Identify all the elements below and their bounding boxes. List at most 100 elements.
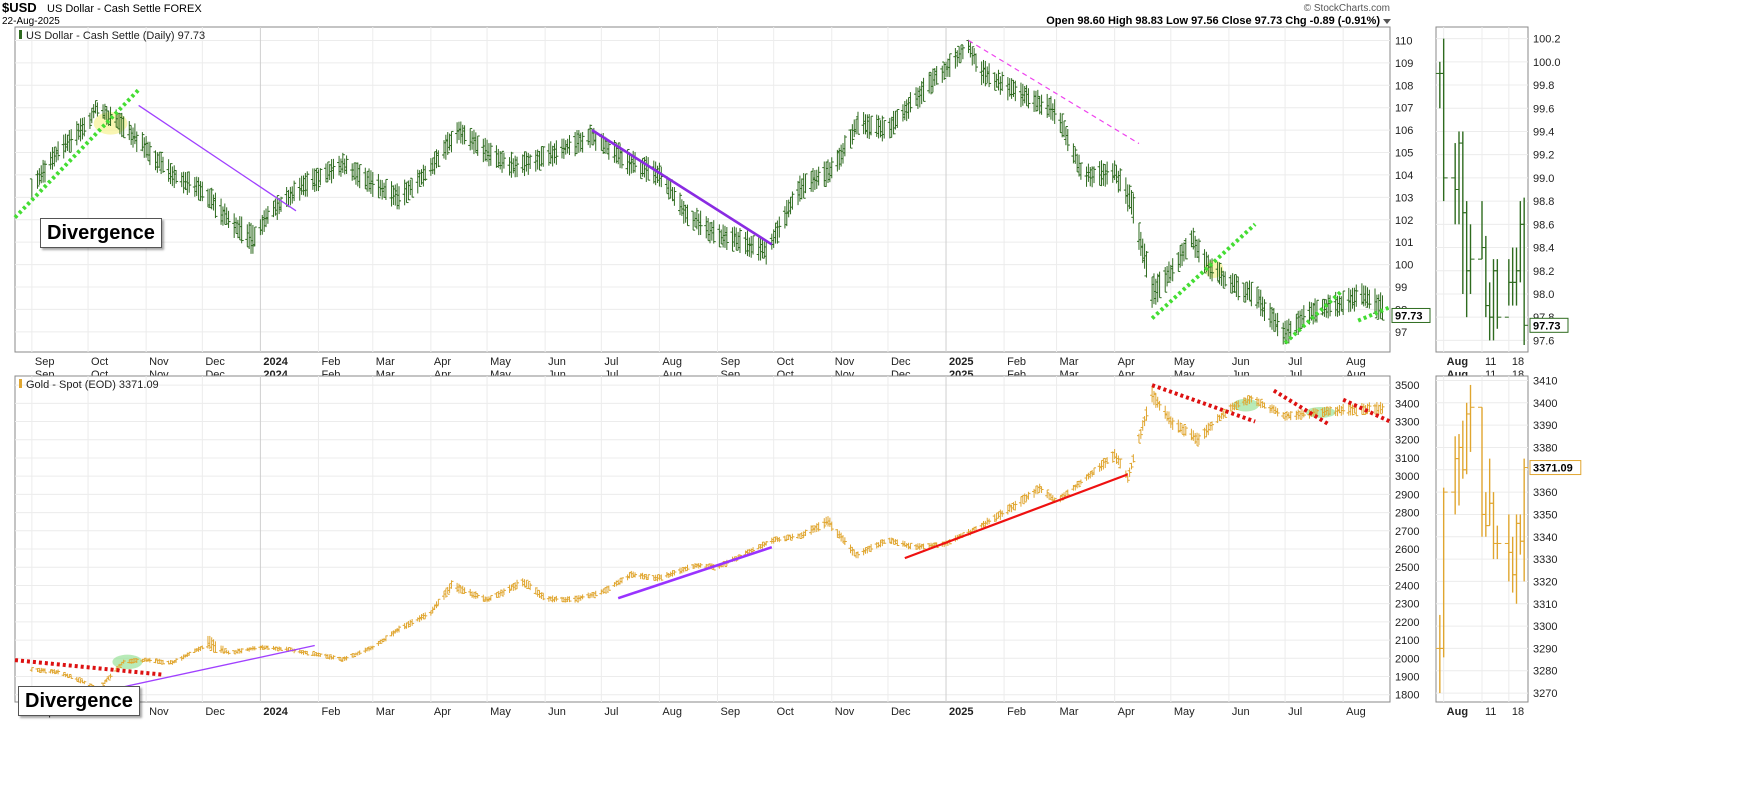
y-tick-label: 97.6	[1533, 335, 1554, 347]
x-tick-label: Oct	[777, 706, 794, 718]
y-tick-label: 98.0	[1533, 289, 1554, 301]
y-tick-label: 108	[1395, 80, 1413, 92]
y-tick-label: 101	[1395, 237, 1413, 249]
trendline	[904, 473, 1129, 560]
y-tick-label: 2900	[1395, 489, 1419, 501]
y-tick-label: 3400	[1395, 398, 1419, 410]
x-tick-label: Sep	[720, 706, 740, 718]
x-tick-label: Jul	[604, 356, 618, 368]
x-tick-label: Aug	[662, 356, 682, 368]
x-tick-label: Oct	[777, 356, 794, 368]
x-tick-label: Mar	[1060, 356, 1079, 368]
y-tick-label: 3300	[1395, 417, 1419, 429]
x-tick-label: Feb	[1007, 356, 1026, 368]
y-tick-label: 99	[1395, 282, 1407, 294]
x-tick-label: Dec	[205, 356, 225, 368]
y-tick-label: 3360	[1533, 487, 1557, 499]
ohlc-bars	[29, 39, 1385, 345]
y-tick-label: 2600	[1395, 544, 1419, 556]
y-tick-label: 3380	[1533, 442, 1557, 454]
last-value-tag	[1529, 460, 1582, 476]
y-tick-label: 3400	[1533, 398, 1557, 410]
y-tick-label: 98.6	[1533, 219, 1554, 231]
x-tick-label: Aug	[1346, 356, 1366, 368]
trendline	[1342, 397, 1391, 424]
y-tick-label: 97	[1395, 327, 1407, 339]
y-tick-label: 98.8	[1533, 196, 1554, 208]
x-tick-label: Apr	[434, 706, 451, 718]
x-tick-label: Dec	[891, 356, 911, 368]
gold-panel: 1800 1900 2000 2100 2200 2300 2400 2500 2600 2700…	[14, 375, 1419, 718]
x-tick-label: Nov	[149, 706, 169, 718]
y-tick-label: 2300	[1395, 599, 1419, 611]
x-tick-label: Nov	[149, 356, 169, 368]
y-tick-label: 104	[1395, 170, 1413, 182]
y-tick-label: 110	[1395, 35, 1413, 47]
x-tick-label: Sep	[720, 356, 740, 368]
x-tick-label: May	[490, 356, 511, 368]
chart-header: $USD US Dollar - Cash Settle FOREX22-Aug-…	[2, 0, 1391, 27]
x-tick-label: Nov	[835, 706, 855, 718]
trendline	[1150, 222, 1257, 320]
legend-swatch	[19, 30, 22, 39]
x-tick-label: 18	[1512, 356, 1524, 368]
y-tick-label: 2000	[1395, 653, 1419, 665]
y-tick-label: 2400	[1395, 580, 1419, 592]
ohlc-summary: Open 98.60 High 98.83 Low 97.56 Close 97…	[1046, 15, 1380, 27]
x-tick-label: Feb	[321, 356, 340, 368]
x-tick-label: Oct	[91, 356, 108, 368]
x-tick-label: Aug	[1346, 706, 1366, 718]
y-tick-label: 98.4	[1533, 243, 1554, 255]
trendline	[591, 129, 773, 246]
plot-frame	[14, 375, 1391, 703]
y-tick-label: 2100	[1395, 635, 1419, 647]
usd-panel: 979899100101102103104105106107108109110S…	[13, 26, 1431, 381]
x-tick-label: Feb	[1007, 706, 1026, 718]
y-tick-label: 109	[1395, 58, 1413, 70]
x-tick-label: Apr	[434, 356, 451, 368]
y-tick-label: 3410	[1533, 375, 1557, 387]
y-tick-label: 3340	[1533, 532, 1557, 544]
y-tick-label: 3280	[1533, 666, 1557, 678]
x-tick-label: Jun	[548, 706, 566, 718]
x-tick-label: Aug	[662, 706, 682, 718]
y-tick-label: 100.2	[1533, 34, 1561, 46]
y-tick-label: 3320	[1533, 576, 1557, 588]
trendline	[1272, 388, 1332, 427]
gold-zoom-panel: 3270 3280 3290 3300 3310 3320 3330 3340 3350 3360…	[1435, 375, 1582, 718]
symbol: $USD	[2, 0, 37, 15]
x-tick-label: Aug	[1447, 356, 1468, 368]
trendline	[95, 644, 315, 694]
x-tick-label: Nov	[835, 356, 855, 368]
x-tick-label: Apr	[1118, 356, 1135, 368]
y-tick-label: 3200	[1395, 435, 1419, 447]
y-tick-label: 100	[1395, 260, 1413, 272]
divergence-label-bottom: Divergence	[18, 686, 140, 716]
x-tick-label: Mar	[376, 356, 395, 368]
x-tick-label: Aug	[1447, 706, 1468, 718]
y-tick-label: 107	[1395, 103, 1413, 115]
y-tick-label: 100.0	[1533, 57, 1561, 69]
x-tick-label: Jul	[604, 706, 618, 718]
last-value-label: 97.73	[1395, 310, 1423, 322]
ohlc-bars	[1435, 384, 1529, 694]
y-tick-label: 99.6	[1533, 103, 1554, 115]
panel-title: Gold - Spot (EOD) 3371.09	[26, 379, 159, 391]
x-tick-label: Sep	[35, 356, 55, 368]
usd-zoom-panel: 97.697.898.098.298.498.698.899.099.299.4…	[1435, 26, 1569, 381]
last-value-label: 3371.09	[1533, 463, 1573, 475]
trendline	[1283, 290, 1343, 345]
x-tick-label: 11	[1485, 706, 1496, 718]
x-tick-label: 11	[1485, 356, 1496, 368]
y-tick-label: 99.4	[1533, 126, 1554, 138]
y-tick-label: 105	[1395, 148, 1413, 160]
y-tick-label: 3300	[1533, 621, 1557, 633]
plot-frame	[14, 26, 1391, 353]
x-tick-label: 2024	[263, 706, 288, 718]
x-tick-label: Dec	[891, 706, 911, 718]
y-tick-label: 99.2	[1533, 150, 1554, 162]
ohlc-bars	[1435, 38, 1529, 346]
x-tick-label: Dec	[205, 706, 225, 718]
